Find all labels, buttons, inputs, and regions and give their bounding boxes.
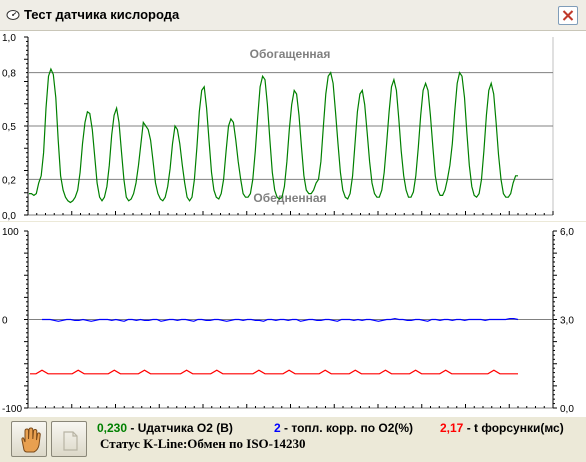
o2-legend: 0,230 - Uдатчика O2 (В): [97, 421, 233, 435]
window-title: Тест датчика кислорода: [24, 7, 180, 22]
o2-value: 0,230: [97, 421, 128, 435]
kline-status: Статус K-Line:Обмен по ISO-14230: [100, 436, 306, 451]
injector-time-series: [30, 369, 518, 375]
y-tick-label: 0,5: [2, 122, 16, 133]
bottom-panel: [0, 417, 586, 462]
right-y-tick-label: 6,0: [560, 227, 574, 238]
fuel-correction-legend-label: - топл. корр. по O2(%): [280, 421, 414, 435]
y-tick-label: 1,0: [2, 33, 16, 44]
page-icon: [63, 431, 78, 451]
y-tick-label: 0,2: [2, 175, 16, 186]
injector-legend-label: - t форсунки(мс): [463, 421, 564, 435]
close-button[interactable]: [558, 6, 578, 25]
hand-icon: [21, 427, 41, 453]
right-y-tick-label: 3,0: [560, 316, 574, 327]
fuel-correction-series: [42, 317, 519, 322]
lean-zone-label: Обедненная: [253, 191, 326, 205]
o2-voltage-series: [29, 67, 518, 204]
close-x-icon: [562, 10, 574, 21]
o2-voltage-chart: 1,0 0,8 0,5 0,2 0,0 Обогащенная Обедненная: [0, 31, 586, 221]
o2-legend-label: - Uдатчика O2 (В): [127, 421, 233, 435]
title-bar: Тест датчика кислорода: [0, 0, 586, 31]
hand-button[interactable]: [11, 421, 47, 457]
rich-zone-label: Обогащенная: [250, 47, 331, 61]
speedometer-icon: [6, 10, 20, 20]
page-button[interactable]: [51, 421, 87, 457]
left-y-tick-label: 100: [2, 227, 19, 238]
fuel-correction-chart: 100 0 -100 6,0 3,0 0,0: [0, 222, 586, 417]
fuel-correction-value: 2: [274, 421, 281, 435]
left-y-tick-label: -100: [2, 404, 22, 415]
injector-value: 2,17: [440, 421, 464, 435]
injector-legend: 2,17 - t форсунки(мс): [440, 421, 564, 435]
right-y-tick-label: 0,0: [560, 404, 574, 415]
y-tick-label: 0,0: [2, 211, 16, 221]
y-tick-label: 0,8: [2, 69, 16, 80]
left-y-tick-label: 0: [2, 316, 8, 327]
fuel-correction-legend: 2 - топл. корр. по O2(%): [274, 421, 413, 435]
